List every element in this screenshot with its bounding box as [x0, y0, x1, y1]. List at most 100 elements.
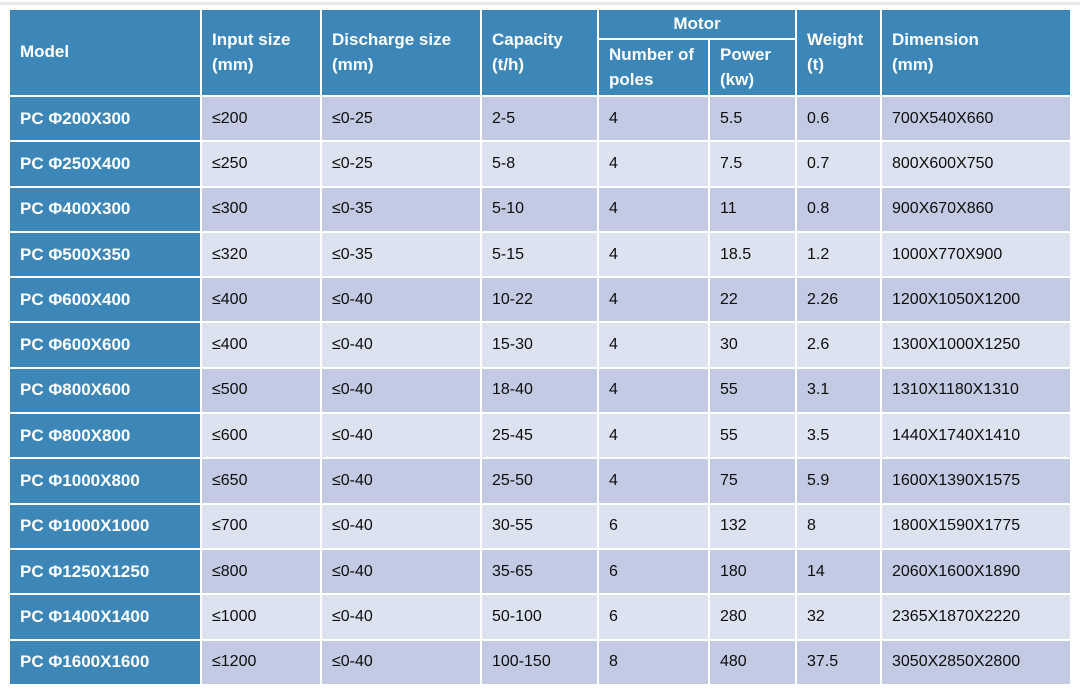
table-row: PC Φ200X300 ≤200 ≤0-25 2-5 4 5.5 0.6 700…	[8, 94, 1072, 143]
cell-dimension: 1800X1590X1775	[880, 502, 1072, 550]
cell-capacity: 25-45	[480, 412, 599, 460]
cell-weight: 37.5	[795, 638, 882, 687]
cell-motor-power: 132	[708, 502, 797, 550]
cell-weight: 3.1	[795, 366, 882, 415]
cell-motor-power: 7.5	[708, 140, 797, 188]
table-row: PC Φ800X800 ≤600 ≤0-40 25-45 4 55 3.5 14…	[8, 412, 1072, 460]
cell-motor-power: 180	[708, 547, 797, 596]
cell-model: PC Φ1400X1400	[8, 593, 202, 641]
cell-input-size: ≤1200	[200, 638, 322, 687]
cell-input-size: ≤600	[200, 412, 322, 460]
cell-weight: 1.2	[795, 230, 882, 279]
cell-capacity: 5-8	[480, 140, 599, 188]
cell-motor-poles: 4	[597, 276, 710, 324]
cell-discharge-size: ≤0-35	[320, 185, 482, 233]
crusher-spec-table: Model Input size (mm) Discharge size (mm…	[8, 8, 1072, 687]
cell-input-size: ≤320	[200, 230, 322, 279]
header-motor-poles: Number of poles	[597, 38, 710, 97]
cell-discharge-size: ≤0-40	[320, 593, 482, 641]
cell-discharge-size: ≤0-40	[320, 638, 482, 687]
cell-model: PC Φ250X400	[8, 140, 202, 188]
cell-model: PC Φ1000X1000	[8, 502, 202, 550]
cell-dimension: 700X540X660	[880, 94, 1072, 143]
cell-input-size: ≤300	[200, 185, 322, 233]
cell-motor-poles: 8	[597, 638, 710, 687]
table-row: PC Φ600X400 ≤400 ≤0-40 10-22 4 22 2.26 1…	[8, 276, 1072, 324]
table-row: PC Φ1000X800 ≤650 ≤0-40 25-50 4 75 5.9 1…	[8, 457, 1072, 505]
cell-motor-power: 22	[708, 276, 797, 324]
cell-dimension: 1300X1000X1250	[880, 321, 1072, 369]
cell-discharge-size: ≤0-35	[320, 230, 482, 279]
cell-input-size: ≤200	[200, 94, 322, 143]
cell-input-size: ≤1000	[200, 593, 322, 641]
cell-dimension: 800X600X750	[880, 140, 1072, 188]
cell-model: PC Φ400X300	[8, 185, 202, 233]
cell-motor-power: 5.5	[708, 94, 797, 143]
cell-motor-power: 75	[708, 457, 797, 505]
cell-motor-power: 280	[708, 593, 797, 641]
cell-dimension: 1440X1740X1410	[880, 412, 1072, 460]
cell-input-size: ≤500	[200, 366, 322, 415]
cell-motor-poles: 4	[597, 94, 710, 143]
cell-dimension: 1200X1050X1200	[880, 276, 1072, 324]
cell-capacity: 10-22	[480, 276, 599, 324]
cell-capacity: 25-50	[480, 457, 599, 505]
cell-input-size: ≤400	[200, 321, 322, 369]
cell-capacity: 30-55	[480, 502, 599, 550]
cell-weight: 2.26	[795, 276, 882, 324]
table-row: PC Φ250X400 ≤250 ≤0-25 5-8 4 7.5 0.7 800…	[8, 140, 1072, 188]
cell-input-size: ≤800	[200, 547, 322, 596]
cell-discharge-size: ≤0-25	[320, 140, 482, 188]
cell-motor-poles: 4	[597, 457, 710, 505]
cell-motor-power: 30	[708, 321, 797, 369]
cell-capacity: 2-5	[480, 94, 599, 143]
cell-discharge-size: ≤0-40	[320, 276, 482, 324]
cell-motor-poles: 4	[597, 140, 710, 188]
cell-model: PC Φ800X800	[8, 412, 202, 460]
cell-weight: 14	[795, 547, 882, 596]
table-header: Model Input size (mm) Discharge size (mm…	[8, 8, 1072, 97]
cell-model: PC Φ500X350	[8, 230, 202, 279]
cell-weight: 32	[795, 593, 882, 641]
table-body: PC Φ200X300 ≤200 ≤0-25 2-5 4 5.5 0.6 700…	[8, 94, 1072, 687]
header-input-size: Input size (mm)	[200, 8, 322, 97]
cell-dimension: 1000X770X900	[880, 230, 1072, 279]
header-row-1: Model Input size (mm) Discharge size (mm…	[8, 8, 1072, 97]
header-dimension: Dimension (mm)	[880, 8, 1072, 97]
header-row-2: Number of poles Power (kw)	[9, 38, 1071, 97]
cell-dimension: 1600X1390X1575	[880, 457, 1072, 505]
table-row: PC Φ800X600 ≤500 ≤0-40 18-40 4 55 3.1 13…	[8, 366, 1072, 415]
table-row: PC Φ400X300 ≤300 ≤0-35 5-10 4 11 0.8 900…	[8, 185, 1072, 233]
cell-model: PC Φ1250X1250	[8, 547, 202, 596]
cell-dimension: 1310X1180X1310	[880, 366, 1072, 415]
header-discharge-size: Discharge size (mm)	[320, 8, 482, 97]
cell-dimension: 900X670X860	[880, 185, 1072, 233]
cell-weight: 0.8	[795, 185, 882, 233]
cell-discharge-size: ≤0-40	[320, 321, 482, 369]
table-row: PC Φ1400X1400 ≤1000 ≤0-40 50-100 6 280 3…	[8, 593, 1072, 641]
cell-input-size: ≤250	[200, 140, 322, 188]
cell-weight: 8	[795, 502, 882, 550]
table-row: PC Φ600X600 ≤400 ≤0-40 15-30 4 30 2.6 13…	[8, 321, 1072, 369]
cell-input-size: ≤400	[200, 276, 322, 324]
cell-weight: 0.6	[795, 94, 882, 143]
cell-model: PC Φ200X300	[8, 94, 202, 143]
cell-discharge-size: ≤0-40	[320, 547, 482, 596]
cell-motor-poles: 4	[597, 230, 710, 279]
cell-dimension: 3050X2850X2800	[880, 638, 1072, 687]
cell-weight: 0.7	[795, 140, 882, 188]
header-motor-power: Power (kw)	[708, 38, 797, 97]
cell-model: PC Φ800X600	[8, 366, 202, 415]
cell-discharge-size: ≤0-40	[320, 412, 482, 460]
cell-discharge-size: ≤0-40	[320, 457, 482, 505]
cell-motor-power: 480	[708, 638, 797, 687]
cell-motor-poles: 4	[597, 412, 710, 460]
top-edge-line	[0, 2, 1080, 5]
cell-weight: 3.5	[795, 412, 882, 460]
cell-motor-poles: 4	[597, 321, 710, 369]
cell-capacity: 100-150	[480, 638, 599, 687]
header-model: Model	[8, 8, 202, 97]
table-row: PC Φ1600X1600 ≤1200 ≤0-40 100-150 8 480 …	[8, 638, 1072, 687]
cell-discharge-size: ≤0-25	[320, 94, 482, 143]
cell-model: PC Φ600X400	[8, 276, 202, 324]
